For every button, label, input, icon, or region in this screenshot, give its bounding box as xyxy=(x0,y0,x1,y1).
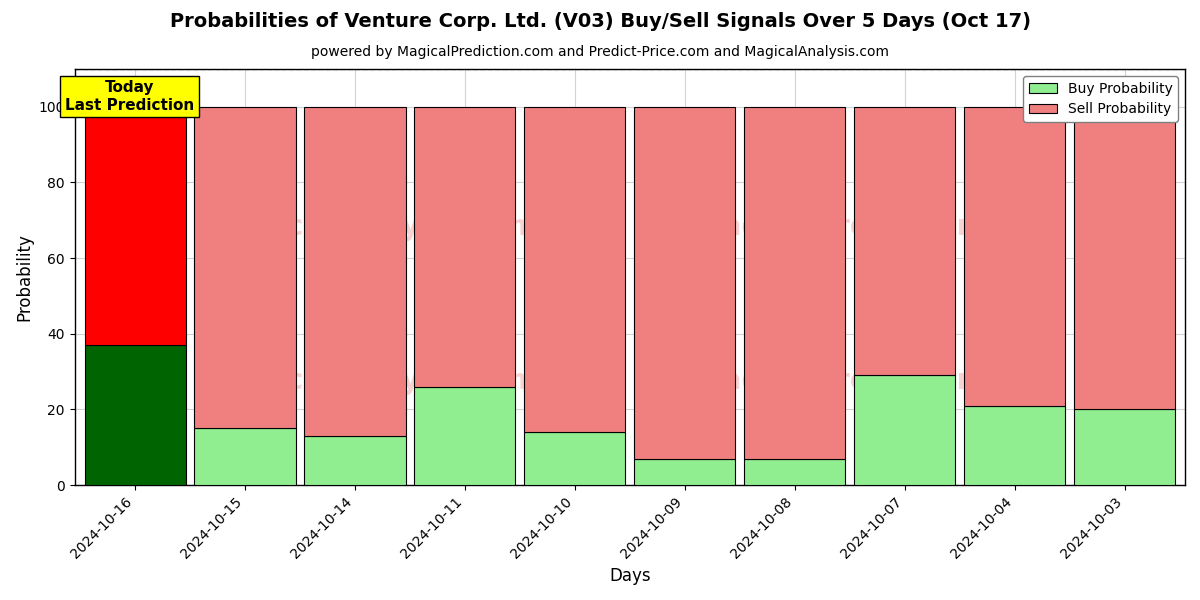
Y-axis label: Probability: Probability xyxy=(16,233,34,321)
Bar xyxy=(854,376,955,485)
Bar xyxy=(964,406,1066,485)
Bar xyxy=(84,107,186,345)
Text: Probabilities of Venture Corp. Ltd. (V03) Buy/Sell Signals Over 5 Days (Oct 17): Probabilities of Venture Corp. Ltd. (V03… xyxy=(169,12,1031,31)
Bar xyxy=(305,107,406,436)
Bar xyxy=(414,107,516,387)
Bar xyxy=(635,107,736,458)
Bar xyxy=(744,107,845,458)
Bar xyxy=(414,387,516,485)
Bar xyxy=(194,107,295,428)
Bar xyxy=(84,345,186,485)
Bar xyxy=(964,107,1066,406)
Bar xyxy=(1074,409,1175,485)
X-axis label: Days: Days xyxy=(610,567,650,585)
Text: Today
Last Prediction: Today Last Prediction xyxy=(65,80,194,113)
Bar xyxy=(524,107,625,432)
Bar xyxy=(305,436,406,485)
Text: MagicalPrediction.com: MagicalPrediction.com xyxy=(696,367,1052,395)
Text: MagicalAnalysis.com: MagicalAnalysis.com xyxy=(211,213,538,241)
Bar xyxy=(1074,107,1175,409)
Bar xyxy=(194,428,295,485)
Bar xyxy=(854,107,955,376)
Bar xyxy=(635,458,736,485)
Legend: Buy Probability, Sell Probability: Buy Probability, Sell Probability xyxy=(1024,76,1178,122)
Bar xyxy=(744,458,845,485)
Text: MagicalPrediction.com: MagicalPrediction.com xyxy=(696,213,1052,241)
Bar xyxy=(524,432,625,485)
Text: powered by MagicalPrediction.com and Predict-Price.com and MagicalAnalysis.com: powered by MagicalPrediction.com and Pre… xyxy=(311,45,889,59)
Text: MagicalAnalysis.com: MagicalAnalysis.com xyxy=(211,367,538,395)
